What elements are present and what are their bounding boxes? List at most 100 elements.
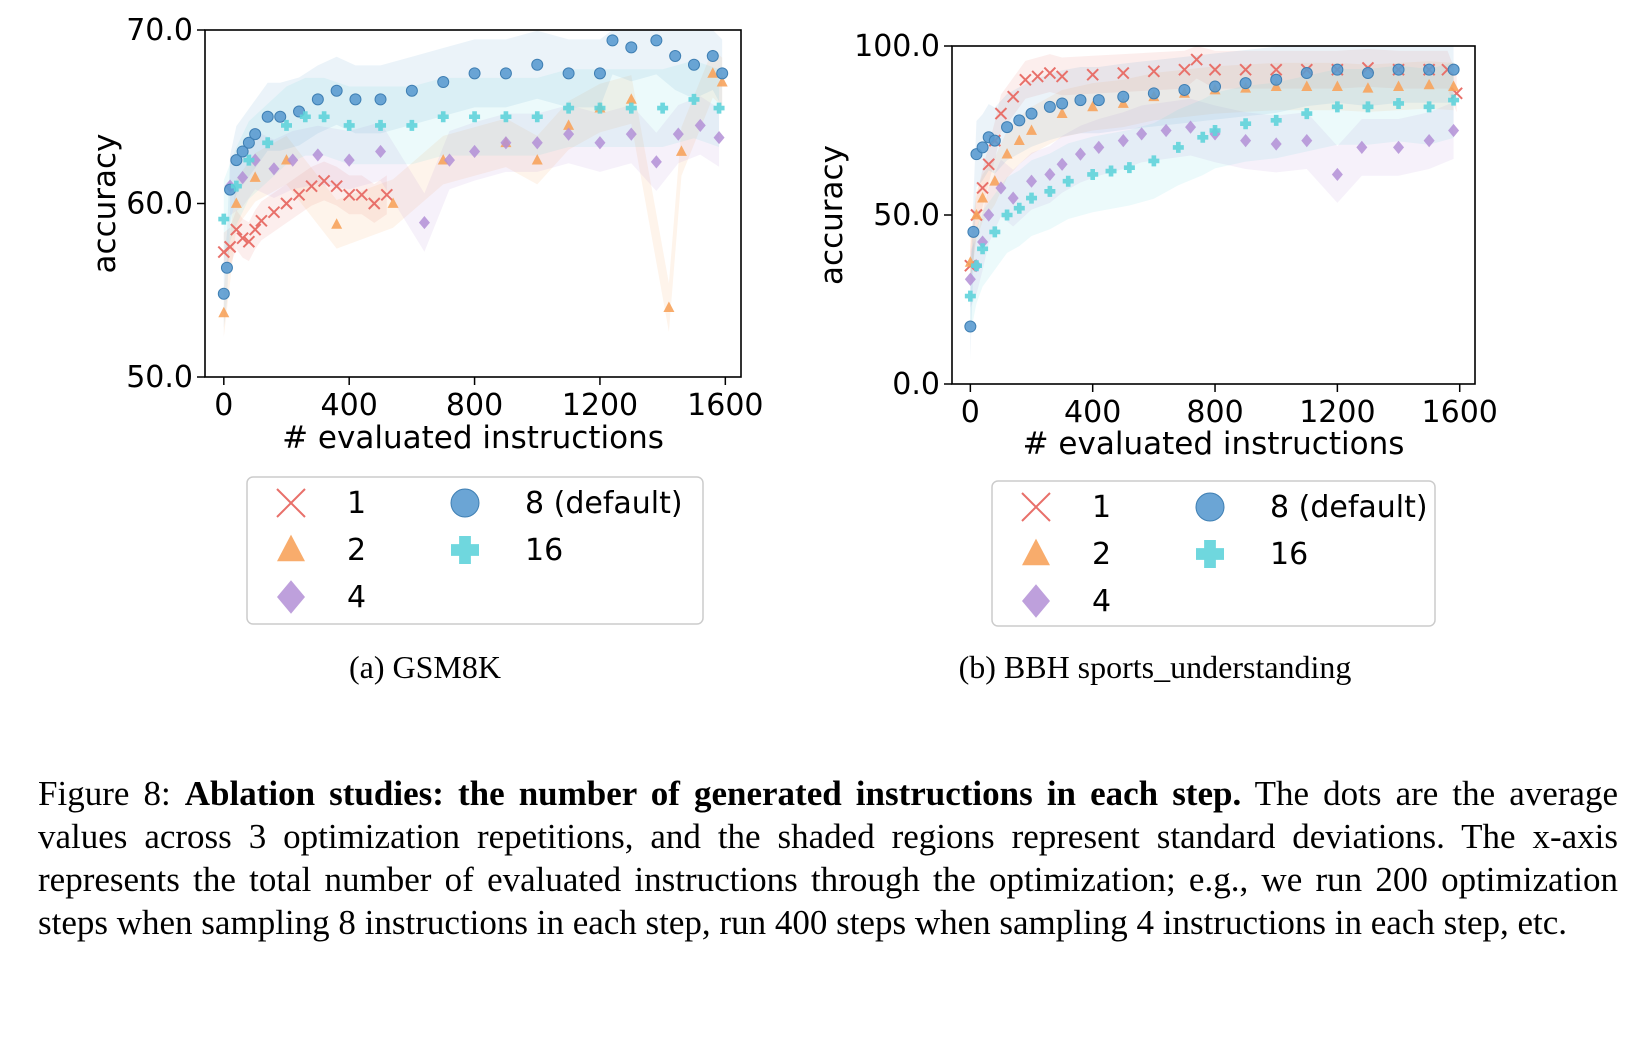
data-point xyxy=(469,144,481,159)
data-point xyxy=(1423,101,1435,113)
data-point xyxy=(1001,148,1013,159)
data-point xyxy=(593,67,606,80)
legend-label: 2 xyxy=(347,533,366,568)
data-point xyxy=(405,84,418,97)
std-band-1 xyxy=(970,46,1457,285)
data-point xyxy=(230,223,243,236)
legend-label: 8 (default) xyxy=(1270,490,1428,525)
subcaption: (b) BBH sports_understanding xyxy=(959,649,1352,685)
data-point xyxy=(443,153,455,167)
data-point xyxy=(1123,162,1135,174)
legend-marker xyxy=(1195,492,1225,522)
data-point xyxy=(1043,66,1057,80)
data-point xyxy=(437,111,449,123)
subcaption: (a) GSM8K xyxy=(349,649,501,685)
data-point xyxy=(694,118,706,133)
data-point xyxy=(380,188,394,202)
data-point xyxy=(1026,192,1038,204)
data-point xyxy=(713,130,725,145)
data-point xyxy=(657,102,669,114)
data-point xyxy=(349,93,362,106)
data-point xyxy=(230,180,242,192)
data-point xyxy=(1026,124,1038,135)
data-point xyxy=(967,225,980,238)
data-point xyxy=(1007,191,1019,205)
data-point xyxy=(374,93,387,106)
x-tick-label: 1600 xyxy=(687,388,763,423)
data-point xyxy=(255,214,268,228)
data-point xyxy=(249,128,262,141)
data-point xyxy=(343,153,355,167)
data-point xyxy=(1239,77,1252,90)
data-point xyxy=(223,240,237,254)
data-point xyxy=(1178,83,1191,96)
std-band-2 xyxy=(223,49,723,338)
y-tick-label: 60.0 xyxy=(126,187,193,222)
data-point xyxy=(311,93,324,106)
data-point xyxy=(1025,107,1038,120)
data-point xyxy=(1044,167,1056,182)
data-point xyxy=(1056,157,1068,171)
data-point xyxy=(248,223,262,236)
legend-label: 4 xyxy=(1092,584,1111,619)
data-point xyxy=(1331,101,1343,113)
data-point xyxy=(1013,202,1025,214)
y-tick-label: 50.0 xyxy=(873,198,940,233)
data-point xyxy=(299,111,311,123)
data-point xyxy=(220,261,233,274)
data-point xyxy=(1074,147,1086,161)
data-point xyxy=(499,67,512,80)
data-point xyxy=(706,50,719,63)
x-tick-label: 800 xyxy=(1186,395,1243,430)
std-band-8-default- xyxy=(223,30,723,328)
data-point xyxy=(437,76,450,89)
x-tick-label: 400 xyxy=(321,388,378,423)
data-point xyxy=(355,188,368,202)
data-point xyxy=(1208,63,1222,76)
data-point xyxy=(1190,53,1203,66)
data-point xyxy=(418,215,430,230)
data-point xyxy=(1270,114,1282,126)
data-point xyxy=(989,175,1001,186)
data-point xyxy=(663,301,675,312)
data-point xyxy=(1448,80,1460,91)
data-point xyxy=(1331,63,1344,76)
data-point xyxy=(330,84,343,97)
std-band-16 xyxy=(970,62,1454,334)
data-point xyxy=(625,127,637,141)
data-point xyxy=(1448,94,1460,106)
data-point xyxy=(1423,134,1435,148)
caption-text: The dots are the average values across 3… xyxy=(38,774,1619,942)
data-point xyxy=(964,320,977,333)
data-point xyxy=(236,231,249,245)
data-point xyxy=(268,162,280,176)
data-point xyxy=(500,136,512,150)
x-tick-label: 400 xyxy=(1064,395,1121,430)
data-point xyxy=(1356,140,1368,154)
data-point xyxy=(977,192,989,203)
data-point xyxy=(1056,107,1068,118)
data-point xyxy=(1209,125,1221,136)
data-point xyxy=(989,226,1001,238)
data-point xyxy=(1092,94,1105,107)
data-point xyxy=(1362,101,1374,113)
data-point xyxy=(1209,80,1222,93)
data-point xyxy=(982,158,995,171)
data-point xyxy=(218,306,230,318)
data-point xyxy=(1087,168,1099,180)
data-point xyxy=(563,102,575,114)
data-point xyxy=(625,102,637,114)
data-point xyxy=(230,197,242,208)
chart-gsm8k: 0 400 800 1200 1600 50.0 60.0 70.0 # evaluated i… xyxy=(87,13,764,685)
x-tick-label: 1200 xyxy=(1299,395,1375,430)
y-tick-label: 0.0 xyxy=(892,367,940,402)
data-point xyxy=(563,127,575,141)
legend-label: 1 xyxy=(347,486,366,521)
data-point xyxy=(262,137,274,149)
data-point xyxy=(1117,66,1130,80)
data-point xyxy=(672,127,684,141)
data-point xyxy=(1361,67,1374,80)
data-point xyxy=(531,154,543,165)
data-point xyxy=(1240,118,1252,130)
data-point xyxy=(1393,97,1405,109)
